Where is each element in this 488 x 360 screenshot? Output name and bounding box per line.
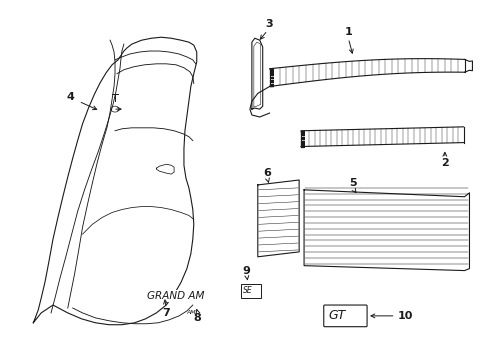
Text: 4: 4: [67, 92, 75, 102]
Text: GRAND AM: GRAND AM: [146, 291, 203, 301]
Text: 8: 8: [193, 313, 201, 323]
Text: SE: SE: [243, 286, 252, 295]
Text: 10: 10: [397, 311, 412, 321]
Text: 5: 5: [349, 178, 356, 188]
Text: 3: 3: [265, 19, 273, 30]
Text: GT: GT: [328, 309, 345, 322]
Text: 2: 2: [440, 158, 448, 168]
Text: 1: 1: [344, 27, 351, 37]
Text: 7: 7: [162, 308, 170, 318]
Text: AM: AM: [185, 310, 195, 315]
Text: 6: 6: [263, 168, 271, 178]
Text: 9: 9: [242, 266, 249, 276]
